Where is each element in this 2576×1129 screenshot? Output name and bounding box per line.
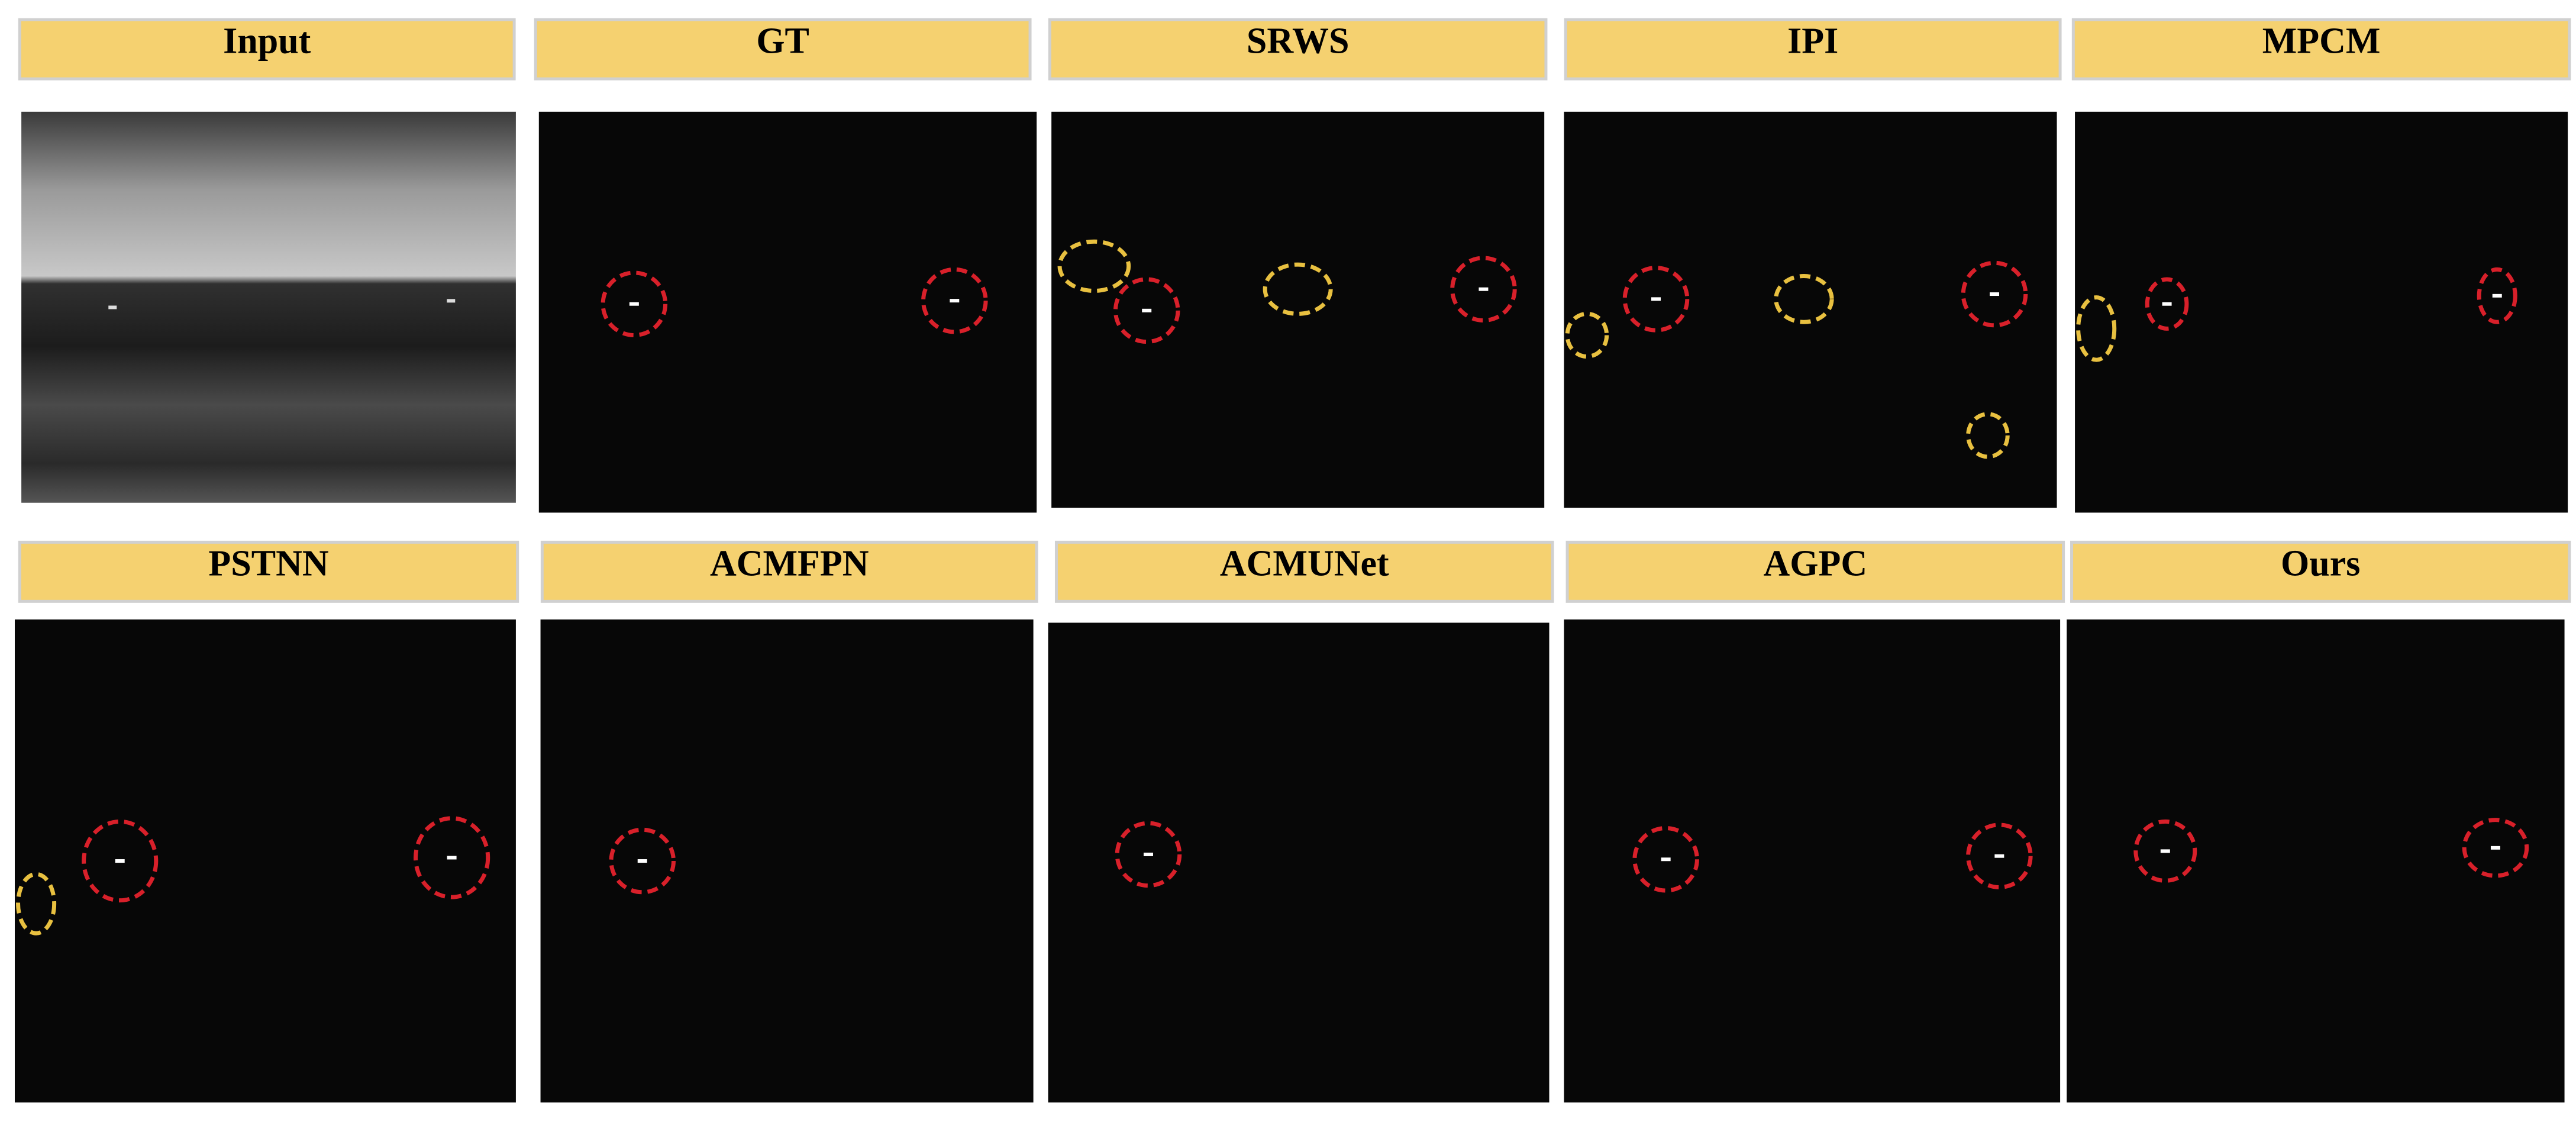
target-pixel [629,302,639,306]
label-box [1048,18,1548,80]
highlight-circle [1774,274,1834,324]
target-pixel [115,859,125,863]
result-image [2075,111,2568,513]
panel-label: Ours [2281,544,2360,584]
highlight-circle [2145,277,2189,331]
target-pixel [950,299,960,303]
result-image [1564,619,2061,1103]
target-pixel [1142,308,1152,312]
highlight-circle [609,827,676,895]
highlight-circle [2076,295,2117,362]
result-image [540,619,1034,1103]
highlight-circle [82,819,159,903]
highlight-circle [921,267,988,334]
highlight-circle [2477,267,2517,324]
input-target [108,305,117,309]
highlight-circle [1113,277,1180,344]
label-box [1054,540,1554,603]
target-pixel [2492,293,2502,298]
target-pixel [2160,849,2170,853]
highlight-circle [16,872,57,936]
target-pixel [2162,302,2172,306]
label-box [1565,540,2065,603]
target-pixel [1479,287,1489,291]
panel-label: GT [756,21,809,62]
panel-label: ACMUNet [1220,544,1389,584]
highlight-circle [1961,260,2028,328]
label-box [1564,18,2062,80]
panel-label: ACMFPN [710,544,869,584]
panel-label: Input [223,21,311,62]
result-image [1048,622,1550,1103]
target-pixel [2490,846,2500,850]
label-box [18,540,519,603]
highlight-circle [1565,311,1609,359]
highlight-circle [1263,262,1333,316]
panel-label: IPI [1787,21,1838,62]
target-pixel [447,856,457,860]
result-image [1051,111,1545,508]
highlight-circle [1632,826,1699,893]
panel-label: PSTNN [208,544,328,584]
highlight-circle [1115,821,1182,888]
panel-label: SRWS [1247,21,1350,62]
result-image [14,619,516,1103]
label-box [18,18,516,80]
highlight-circle [1966,412,2010,459]
highlight-circle [2462,818,2529,878]
label-box [2071,18,2571,80]
label-box [2070,540,2571,603]
target-pixel [1994,854,2004,858]
highlight-circle [2133,819,2197,883]
target-pixel [637,859,647,863]
input-target [447,299,456,303]
result-image [538,111,1037,513]
highlight-circle [1450,256,1517,322]
panel-label: MPCM [2262,21,2381,62]
target-pixel [1143,852,1153,856]
label-box [534,18,1032,80]
panel-label: AGPC [1764,544,1868,584]
result-image [1564,111,2057,508]
result-image [21,111,516,503]
highlight-circle [601,270,668,337]
target-pixel [1661,857,1671,862]
highlight-circle [1966,822,2033,889]
label-box [540,540,1038,603]
target-pixel [1990,292,2000,296]
highlight-circle [1057,239,1131,293]
target-pixel [1651,297,1661,301]
highlight-circle [414,816,490,899]
result-image [2067,619,2565,1103]
